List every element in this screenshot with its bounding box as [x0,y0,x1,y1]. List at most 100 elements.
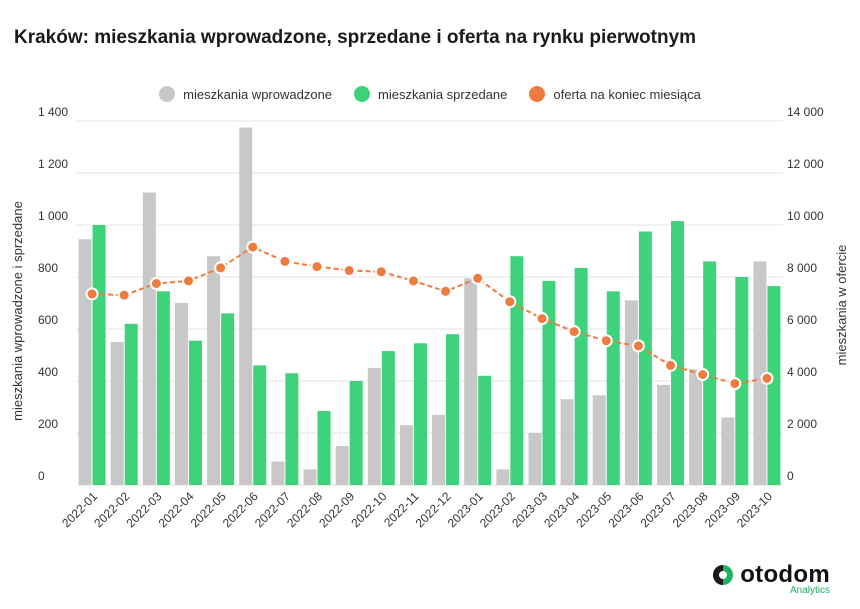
point-offer [246,240,260,254]
legend-item-sold: mieszkania sprzedane [354,86,507,102]
point-offer [728,377,742,391]
bar-introduced [496,469,510,485]
y-axis-title-right: mieszkania w ofercie [834,245,849,366]
legend-swatch-introduced [159,86,176,102]
bar-sold [253,365,267,485]
x-tick-label: 2022-10 [348,489,389,530]
legend-label-offer: oferta na koniec miesiąca [553,86,701,102]
bar-introduced [528,433,542,485]
y-tick-label-right: 6 000 [787,313,817,327]
bar-sold [542,280,556,485]
bar-introduced [753,261,767,485]
y-tick-label-right: 0 [787,469,794,483]
y-tick-label-right: 12 000 [787,157,824,171]
y-tick-label-left: 1 400 [38,105,68,119]
bar-sold [510,256,524,485]
bar-introduced [721,417,735,485]
otodom-logo-icon [713,565,734,585]
bar-sold [92,225,106,485]
bar-introduced [432,414,446,485]
point-offer [406,274,420,288]
bar-introduced [464,278,478,485]
y-tick-label-right: 8 000 [787,261,817,275]
bar-introduced [174,303,188,485]
bar-introduced [689,369,703,485]
bar-introduced [367,368,381,485]
bar-introduced [624,300,638,485]
point-offer [149,277,163,290]
legend-swatch-offer [529,86,546,102]
bar-sold [317,410,331,485]
point-offer [471,271,485,285]
legend-item-introduced: mieszkania wprowadzone [159,86,332,102]
point-offer [631,339,645,353]
point-offer [310,260,324,274]
bar-introduced [271,461,285,485]
bar-introduced [303,469,317,485]
bar-sold [381,351,395,485]
legend-item-offer: oferta na koniec miesiąca [529,86,701,102]
legend-swatch-sold [354,86,371,102]
bar-introduced [110,342,124,485]
y-tick-label-left: 600 [38,313,58,327]
y-tick-label-right: 4 000 [787,365,817,379]
chart-title: Kraków: mieszkania wprowadzone, sprzedan… [14,27,697,48]
y-tick-label-left: 1 200 [38,157,68,171]
bar-introduced [399,425,413,485]
bar-sold [124,323,138,485]
y-tick-label-right: 14 000 [787,105,824,119]
bar-introduced [335,446,349,485]
bar-sold [413,343,427,485]
y-tick-label-right: 10 000 [787,209,824,223]
point-offer [374,265,388,279]
bar-sold [574,267,588,485]
x-tick-label: 2023-10 [734,489,775,530]
point-offer [567,325,581,339]
bar-introduced [560,399,574,485]
bar-introduced [592,395,606,485]
point-offer [342,264,356,277]
bar-sold [188,340,202,485]
bar-sold [285,373,299,485]
y-tick-label-right: 2 000 [787,417,817,431]
point-offer [503,295,517,309]
bar-introduced [142,192,156,485]
point-offer [696,368,710,381]
y-tick-label-left: 1 000 [38,209,68,223]
brand-name: otodom [740,561,830,588]
point-offer [214,261,228,275]
bar-sold [671,221,685,485]
y-tick-label-left: 800 [38,261,58,275]
bar-introduced [207,256,221,485]
legend-label-introduced: mieszkania wprowadzone [183,86,333,102]
bar-sold [735,277,749,485]
y-tick-label-left: 0 [38,469,45,483]
brand-sub: Analytics [789,585,830,596]
bar-sold [606,291,620,485]
point-offer [117,288,131,302]
bar-sold [446,334,460,485]
bar-sold [638,231,652,485]
point-offer [535,312,549,326]
point-offer [278,254,292,268]
y-tick-label-left: 200 [38,417,58,431]
bar-sold [156,291,170,485]
y-tick-label-left: 400 [38,365,58,379]
bar-introduced [657,384,671,485]
line-offer [92,245,768,385]
brand-logo: otodom [712,561,830,589]
legend-label-sold: mieszkania sprzedane [378,86,508,102]
point-offer [760,371,774,385]
point-offer [85,287,99,301]
bar-sold [221,313,235,485]
bar-sold [703,261,717,485]
bar-sold [349,381,363,485]
chart-legend: mieszkania wprowadzone mieszkania sprzed… [0,86,860,102]
point-offer [439,284,453,298]
bar-sold [767,286,781,485]
point-offer [181,274,195,288]
bar-introduced [239,127,253,485]
y-axis-title-left: mieszkania wprowadzone i sprzedane [10,201,25,421]
point-offer [664,358,678,372]
